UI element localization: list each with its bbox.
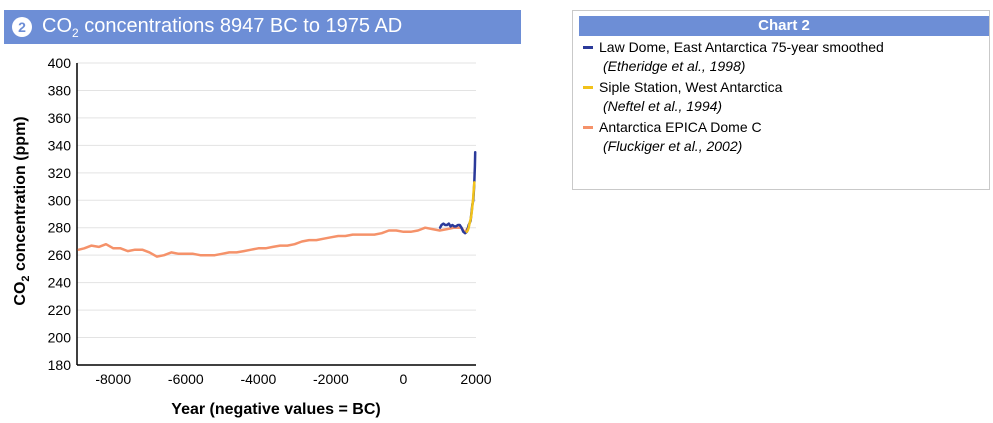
chart-title: CO2 concentrations 8947 BC to 1975 AD (42, 14, 403, 40)
tick-labels: 180 200 220 240 260 280 300 320 340 360 380 400 -800… (48, 55, 492, 387)
legend-item-siple: Siple Station, West Antarctica (Neftel e… (583, 78, 989, 116)
y-tick-label: 320 (48, 165, 72, 181)
legend: Chart 2 Law Dome, East Antarctica 75-yea… (572, 10, 990, 190)
axes (76, 63, 476, 366)
y-tick-label: 240 (48, 275, 72, 291)
y-tick-label: 360 (48, 110, 72, 126)
y-tick-label: 340 (48, 137, 72, 153)
co2-line-chart: 180 200 220 240 260 280 300 320 340 360 380 400 -800… (12, 55, 492, 418)
x-tick-label: 2000 (460, 371, 491, 387)
y-tick-label: 200 (48, 330, 72, 346)
series-line-epica-dome-c (77, 226, 469, 258)
chart-number-badge: 2 (12, 17, 32, 37)
y-tick-label: 400 (48, 55, 72, 71)
x-tick-label: 0 (400, 371, 408, 387)
legend-swatch (583, 46, 593, 49)
legend-title: Chart 2 (579, 16, 989, 36)
y-axis-label: CO2 concentration (ppm) (12, 116, 32, 305)
y-tick-label: 220 (48, 302, 72, 318)
legend-citation: (Fluckiger et al., 2002) (603, 138, 743, 154)
chart-title-bar: 2 CO2 concentrations 8947 BC to 1975 AD (4, 10, 521, 44)
x-tick-label: -2000 (313, 371, 349, 387)
x-tick-label: -6000 (168, 371, 204, 387)
legend-swatch (583, 126, 593, 129)
y-tick-label: 300 (48, 192, 72, 208)
x-tick-label: -8000 (95, 371, 131, 387)
legend-series-name: Antarctica EPICA Dome C (599, 119, 762, 135)
series-lines (77, 150, 477, 258)
y-tick-label: 280 (48, 220, 72, 236)
x-axis-label: Year (negative values = BC) (171, 401, 380, 418)
series-line-siple-station (465, 181, 476, 234)
legend-item-epica: Antarctica EPICA Dome C (Fluckiger et al… (583, 118, 989, 156)
legend-series-name: Siple Station, West Antarctica (599, 79, 783, 95)
x-tick-label: -4000 (240, 371, 276, 387)
legend-item-law-dome: Law Dome, East Antarctica 75-year smooth… (583, 38, 989, 76)
legend-citation: (Etheridge et al., 1998) (603, 58, 746, 74)
legend-citation: (Neftel et al., 1994) (603, 98, 723, 114)
gridlines (77, 62, 476, 366)
y-tick-label: 380 (48, 82, 72, 98)
y-tick-label: 180 (48, 357, 72, 373)
legend-swatch (583, 86, 593, 89)
legend-series-name: Law Dome, East Antarctica 75-year smooth… (599, 39, 884, 55)
y-tick-label: 260 (48, 247, 72, 263)
